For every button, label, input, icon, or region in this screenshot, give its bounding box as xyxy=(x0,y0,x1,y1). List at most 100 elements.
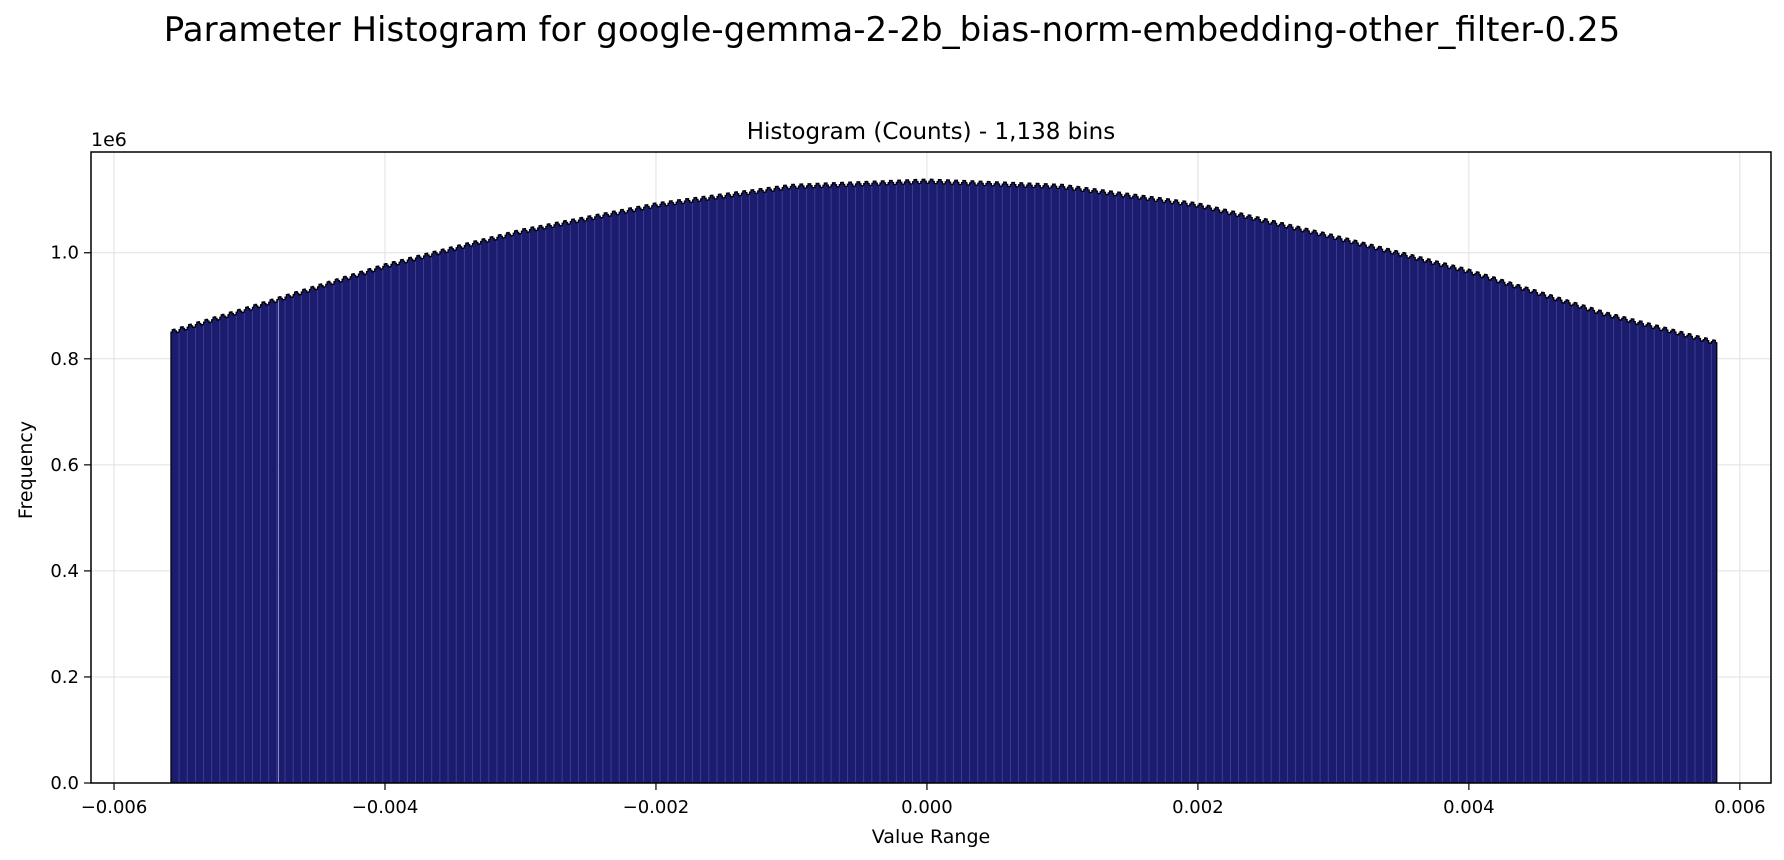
histogram-bar xyxy=(486,242,488,783)
histogram-bar xyxy=(259,307,261,783)
histogram-bar xyxy=(590,217,593,784)
histogram-bar xyxy=(938,179,940,783)
histogram-bar xyxy=(547,224,549,784)
histogram-bar xyxy=(244,309,246,783)
histogram-bar xyxy=(1530,292,1533,783)
histogram-bar xyxy=(1310,233,1312,784)
histogram-bar xyxy=(793,184,795,783)
histogram-bar xyxy=(960,184,962,783)
histogram-bar xyxy=(1009,186,1011,784)
histogram-bar xyxy=(511,235,514,783)
histogram-bar xyxy=(750,189,753,784)
histogram-bar xyxy=(653,203,655,783)
figure-title: Parameter Histogram for google-gemma-2-2… xyxy=(163,10,1621,50)
histogram-bar xyxy=(552,227,555,783)
histogram-bar xyxy=(822,185,825,783)
histogram-bar xyxy=(757,190,760,784)
x-tick-label: 0.000 xyxy=(901,797,953,818)
histogram-bar xyxy=(381,268,383,784)
histogram-bar xyxy=(299,294,302,783)
histogram-bar xyxy=(1343,241,1345,784)
histogram-bar xyxy=(454,250,457,783)
histogram-bar xyxy=(260,304,262,783)
histogram-bar xyxy=(928,181,931,783)
histogram-bar xyxy=(373,271,375,783)
histogram-bar xyxy=(1131,198,1133,783)
histogram-bar xyxy=(655,204,658,783)
histogram-bar xyxy=(1257,217,1260,783)
histogram-bar xyxy=(880,182,882,784)
histogram-bar xyxy=(733,194,735,784)
histogram-bar xyxy=(342,279,344,783)
histogram-bar xyxy=(1318,235,1321,783)
histogram-bar xyxy=(1408,258,1410,783)
histogram-bar xyxy=(1347,238,1349,784)
histogram-bar xyxy=(1110,191,1113,783)
histogram-bar xyxy=(1579,308,1581,783)
histogram-bar xyxy=(1677,334,1679,783)
histogram-bar xyxy=(234,314,237,783)
histogram-bar xyxy=(691,202,693,784)
histogram-bar xyxy=(988,181,991,784)
histogram-bar xyxy=(933,181,935,783)
histogram-bar xyxy=(1495,279,1497,783)
histogram-bar xyxy=(420,258,423,783)
histogram-bar xyxy=(818,185,821,783)
histogram-bar xyxy=(768,187,770,783)
histogram-bar xyxy=(867,183,870,783)
histogram-bar xyxy=(1067,187,1069,783)
histogram-bar xyxy=(267,304,269,783)
histogram-bar xyxy=(738,195,741,783)
histogram-bar xyxy=(528,231,530,783)
histogram-bar xyxy=(327,281,329,783)
histogram-bar xyxy=(1532,291,1534,783)
histogram-bar xyxy=(1604,315,1606,783)
histogram-bar xyxy=(351,274,353,783)
x-tick-label: 0.004 xyxy=(1443,797,1495,818)
histogram-bar xyxy=(875,183,878,783)
histogram-bar xyxy=(1306,228,1308,783)
histogram-bar xyxy=(1570,305,1572,783)
histogram-bar xyxy=(1631,318,1633,783)
histogram-bar xyxy=(1662,328,1664,783)
histogram-bar xyxy=(554,224,556,784)
histogram-bar xyxy=(245,307,248,783)
histogram-bar xyxy=(1378,246,1380,783)
histogram-bar xyxy=(574,220,576,784)
histogram-bar xyxy=(1542,292,1545,783)
histogram-bar xyxy=(639,208,641,784)
histogram-bar xyxy=(1292,229,1295,783)
histogram-bar xyxy=(752,189,754,784)
histogram-bar xyxy=(697,201,700,784)
histogram-bar xyxy=(1259,219,1261,784)
histogram-bar xyxy=(1302,231,1304,783)
histogram-bar xyxy=(1212,210,1215,783)
histogram-bar xyxy=(1011,182,1014,783)
histogram-bar xyxy=(237,309,239,783)
histogram-bar xyxy=(1287,226,1289,784)
histogram-bar xyxy=(1032,187,1034,783)
histogram-bar xyxy=(708,197,711,783)
histogram-bar xyxy=(319,284,321,783)
histogram-bar xyxy=(1341,241,1344,784)
histogram-bar xyxy=(471,245,473,784)
histogram-bar xyxy=(229,312,231,783)
histogram-bar xyxy=(1394,250,1397,784)
histogram-bar xyxy=(1364,245,1367,784)
histogram-bar xyxy=(1219,212,1221,784)
histogram-bar xyxy=(204,319,207,783)
histogram-bar xyxy=(952,184,954,784)
histogram-bar xyxy=(1078,186,1080,783)
histogram-bar xyxy=(1051,186,1053,784)
histogram-bar xyxy=(1204,208,1207,784)
histogram-bar xyxy=(532,227,534,783)
histogram-bar xyxy=(881,180,883,784)
histogram-bar xyxy=(950,184,953,783)
histogram-bar xyxy=(794,186,796,783)
histogram-bar xyxy=(748,194,750,784)
histogram-bar xyxy=(1684,336,1686,783)
histogram-bar xyxy=(1096,191,1098,783)
histogram-bar xyxy=(1087,190,1090,784)
histogram-bar xyxy=(1566,299,1568,783)
histogram-bar xyxy=(518,233,521,783)
